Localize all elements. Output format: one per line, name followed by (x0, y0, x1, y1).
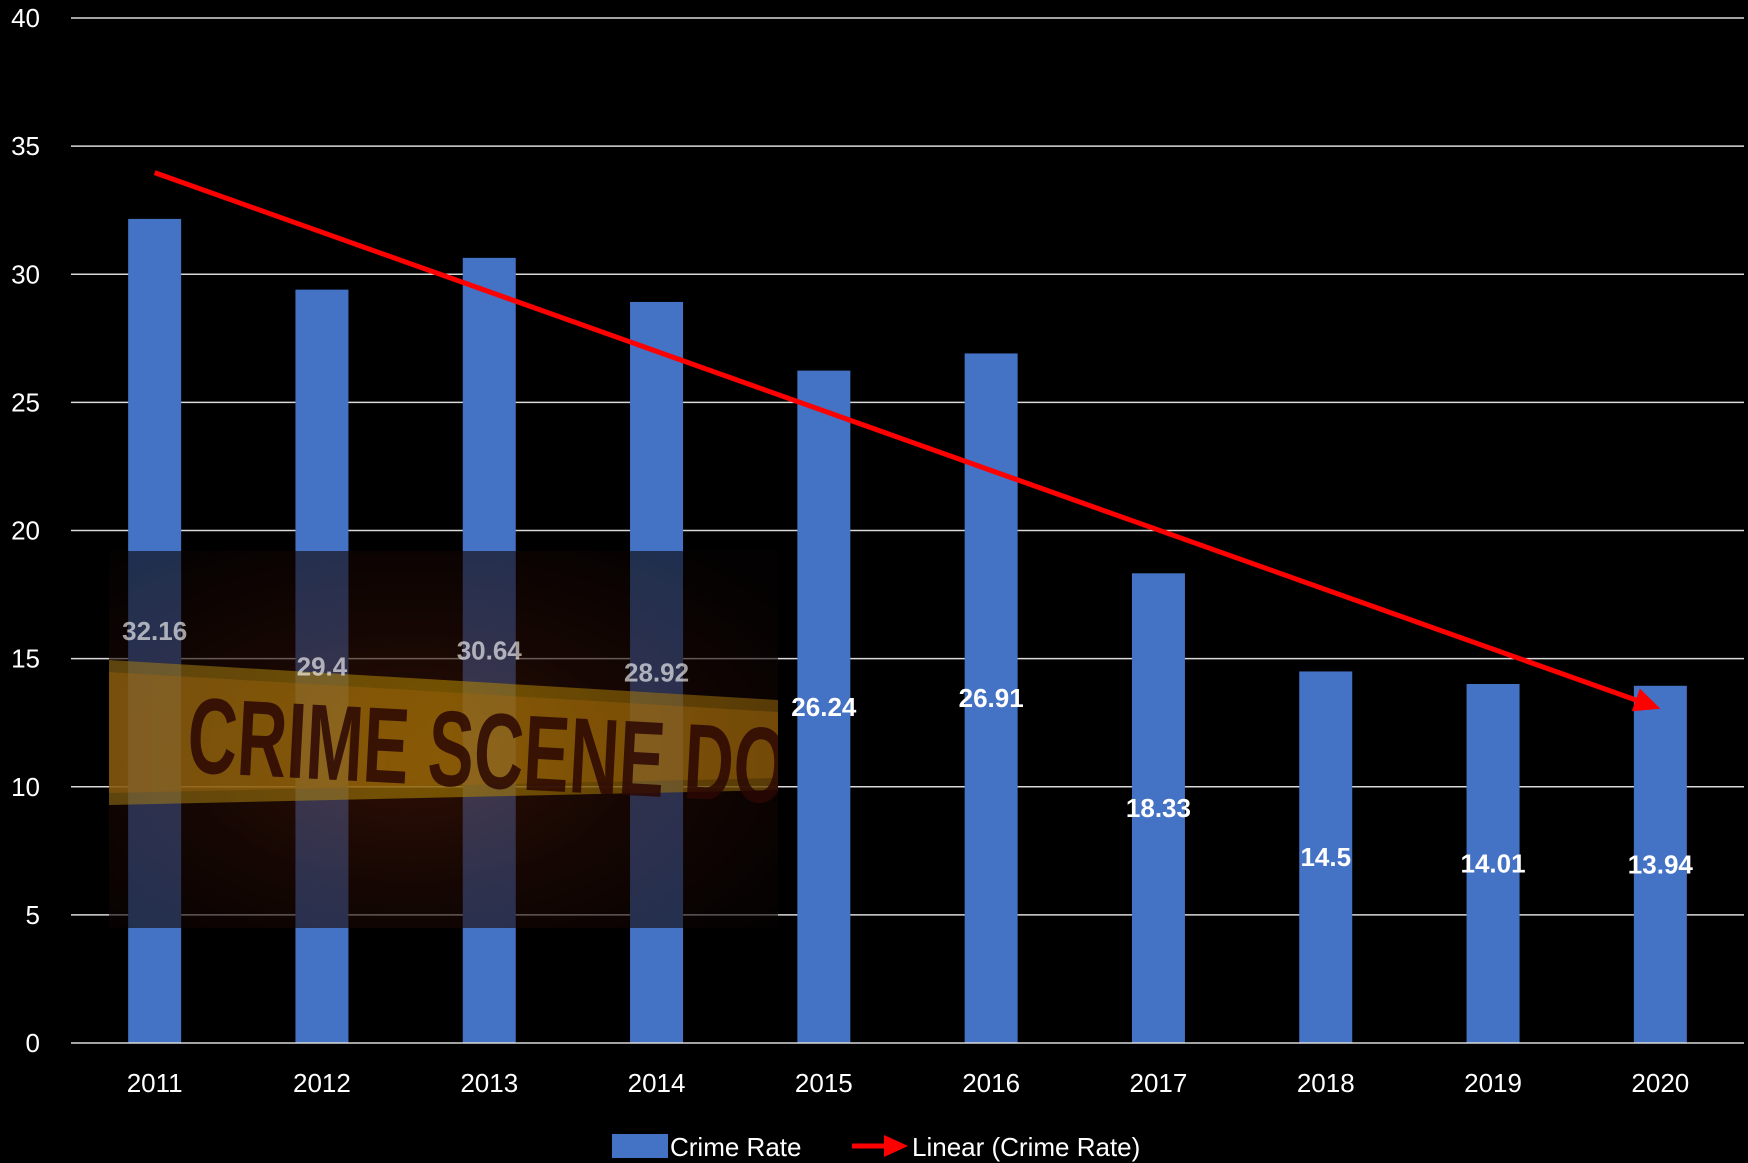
x-tick-label: 2016 (962, 1068, 1020, 1098)
data-label: 29.4 (297, 651, 348, 681)
y-tick-label: 20 (11, 516, 40, 546)
legend-arrow-icon (884, 1135, 908, 1157)
y-tick-label: 5 (26, 900, 40, 930)
x-tick-label: 2014 (628, 1068, 686, 1098)
data-labels: 32.16 29.4 30.64 28.92 26.24 26.91 18.33 14.5 14… (122, 616, 1693, 879)
x-tick-label: 2012 (293, 1068, 351, 1098)
trendline-path (153, 170, 1642, 705)
data-label: 26.24 (791, 692, 857, 722)
data-label: 30.64 (457, 635, 523, 665)
crime-scene-photo-overlay: CRIME SCENE DO NOT CROSS (109, 551, 778, 928)
data-label: 13.94 (1628, 849, 1694, 879)
trendline (153, 170, 1661, 712)
bar (797, 370, 851, 1044)
y-axis-ticks: 0 5 10 15 20 25 30 35 40 (11, 3, 40, 1058)
data-label: 28.92 (624, 657, 689, 687)
trendline-arrowhead (1631, 688, 1661, 712)
x-tick-label: 2013 (460, 1068, 518, 1098)
x-tick-label: 2018 (1297, 1068, 1355, 1098)
bar (1466, 683, 1520, 1043)
x-tick-label: 2011 (127, 1068, 183, 1098)
x-tick-label: 2019 (1464, 1068, 1522, 1098)
legend-label-trendline: Linear (Crime Rate) (912, 1132, 1140, 1162)
bar (1633, 685, 1687, 1043)
bar (1131, 573, 1185, 1043)
data-label: 14.01 (1461, 848, 1526, 878)
bar (1299, 671, 1353, 1043)
y-tick-label: 10 (11, 772, 40, 802)
y-tick-label: 40 (11, 3, 40, 33)
data-label: 18.33 (1126, 793, 1191, 823)
y-tick-label: 15 (11, 644, 40, 674)
x-tick-label: 2015 (795, 1068, 853, 1098)
y-tick-label: 0 (26, 1028, 40, 1058)
y-tick-label: 30 (11, 259, 40, 289)
data-label: 26.91 (959, 683, 1024, 713)
x-axis-ticks: 2011 2012 2013 2014 2015 2016 2017 2018 2019 2020 (127, 1068, 1690, 1098)
legend-swatch-crime-rate (612, 1134, 668, 1158)
data-label: 32.16 (122, 616, 187, 646)
x-tick-label: 2017 (1130, 1068, 1188, 1098)
x-tick-label: 2020 (1631, 1068, 1689, 1098)
y-tick-label: 25 (11, 387, 40, 417)
y-tick-label: 35 (11, 131, 40, 161)
legend-label-crime-rate: Crime Rate (670, 1132, 801, 1162)
data-label: 14.5 (1300, 842, 1351, 872)
legend: Crime Rate Linear (Crime Rate) (612, 1132, 1140, 1162)
